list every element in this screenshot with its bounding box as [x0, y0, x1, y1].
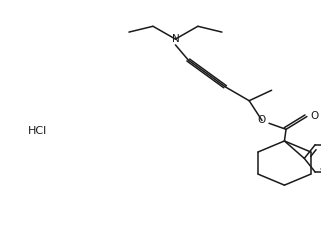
Text: O: O: [258, 116, 266, 125]
Text: N: N: [172, 34, 179, 44]
Text: HCl: HCl: [28, 126, 47, 136]
Text: O: O: [311, 111, 319, 121]
